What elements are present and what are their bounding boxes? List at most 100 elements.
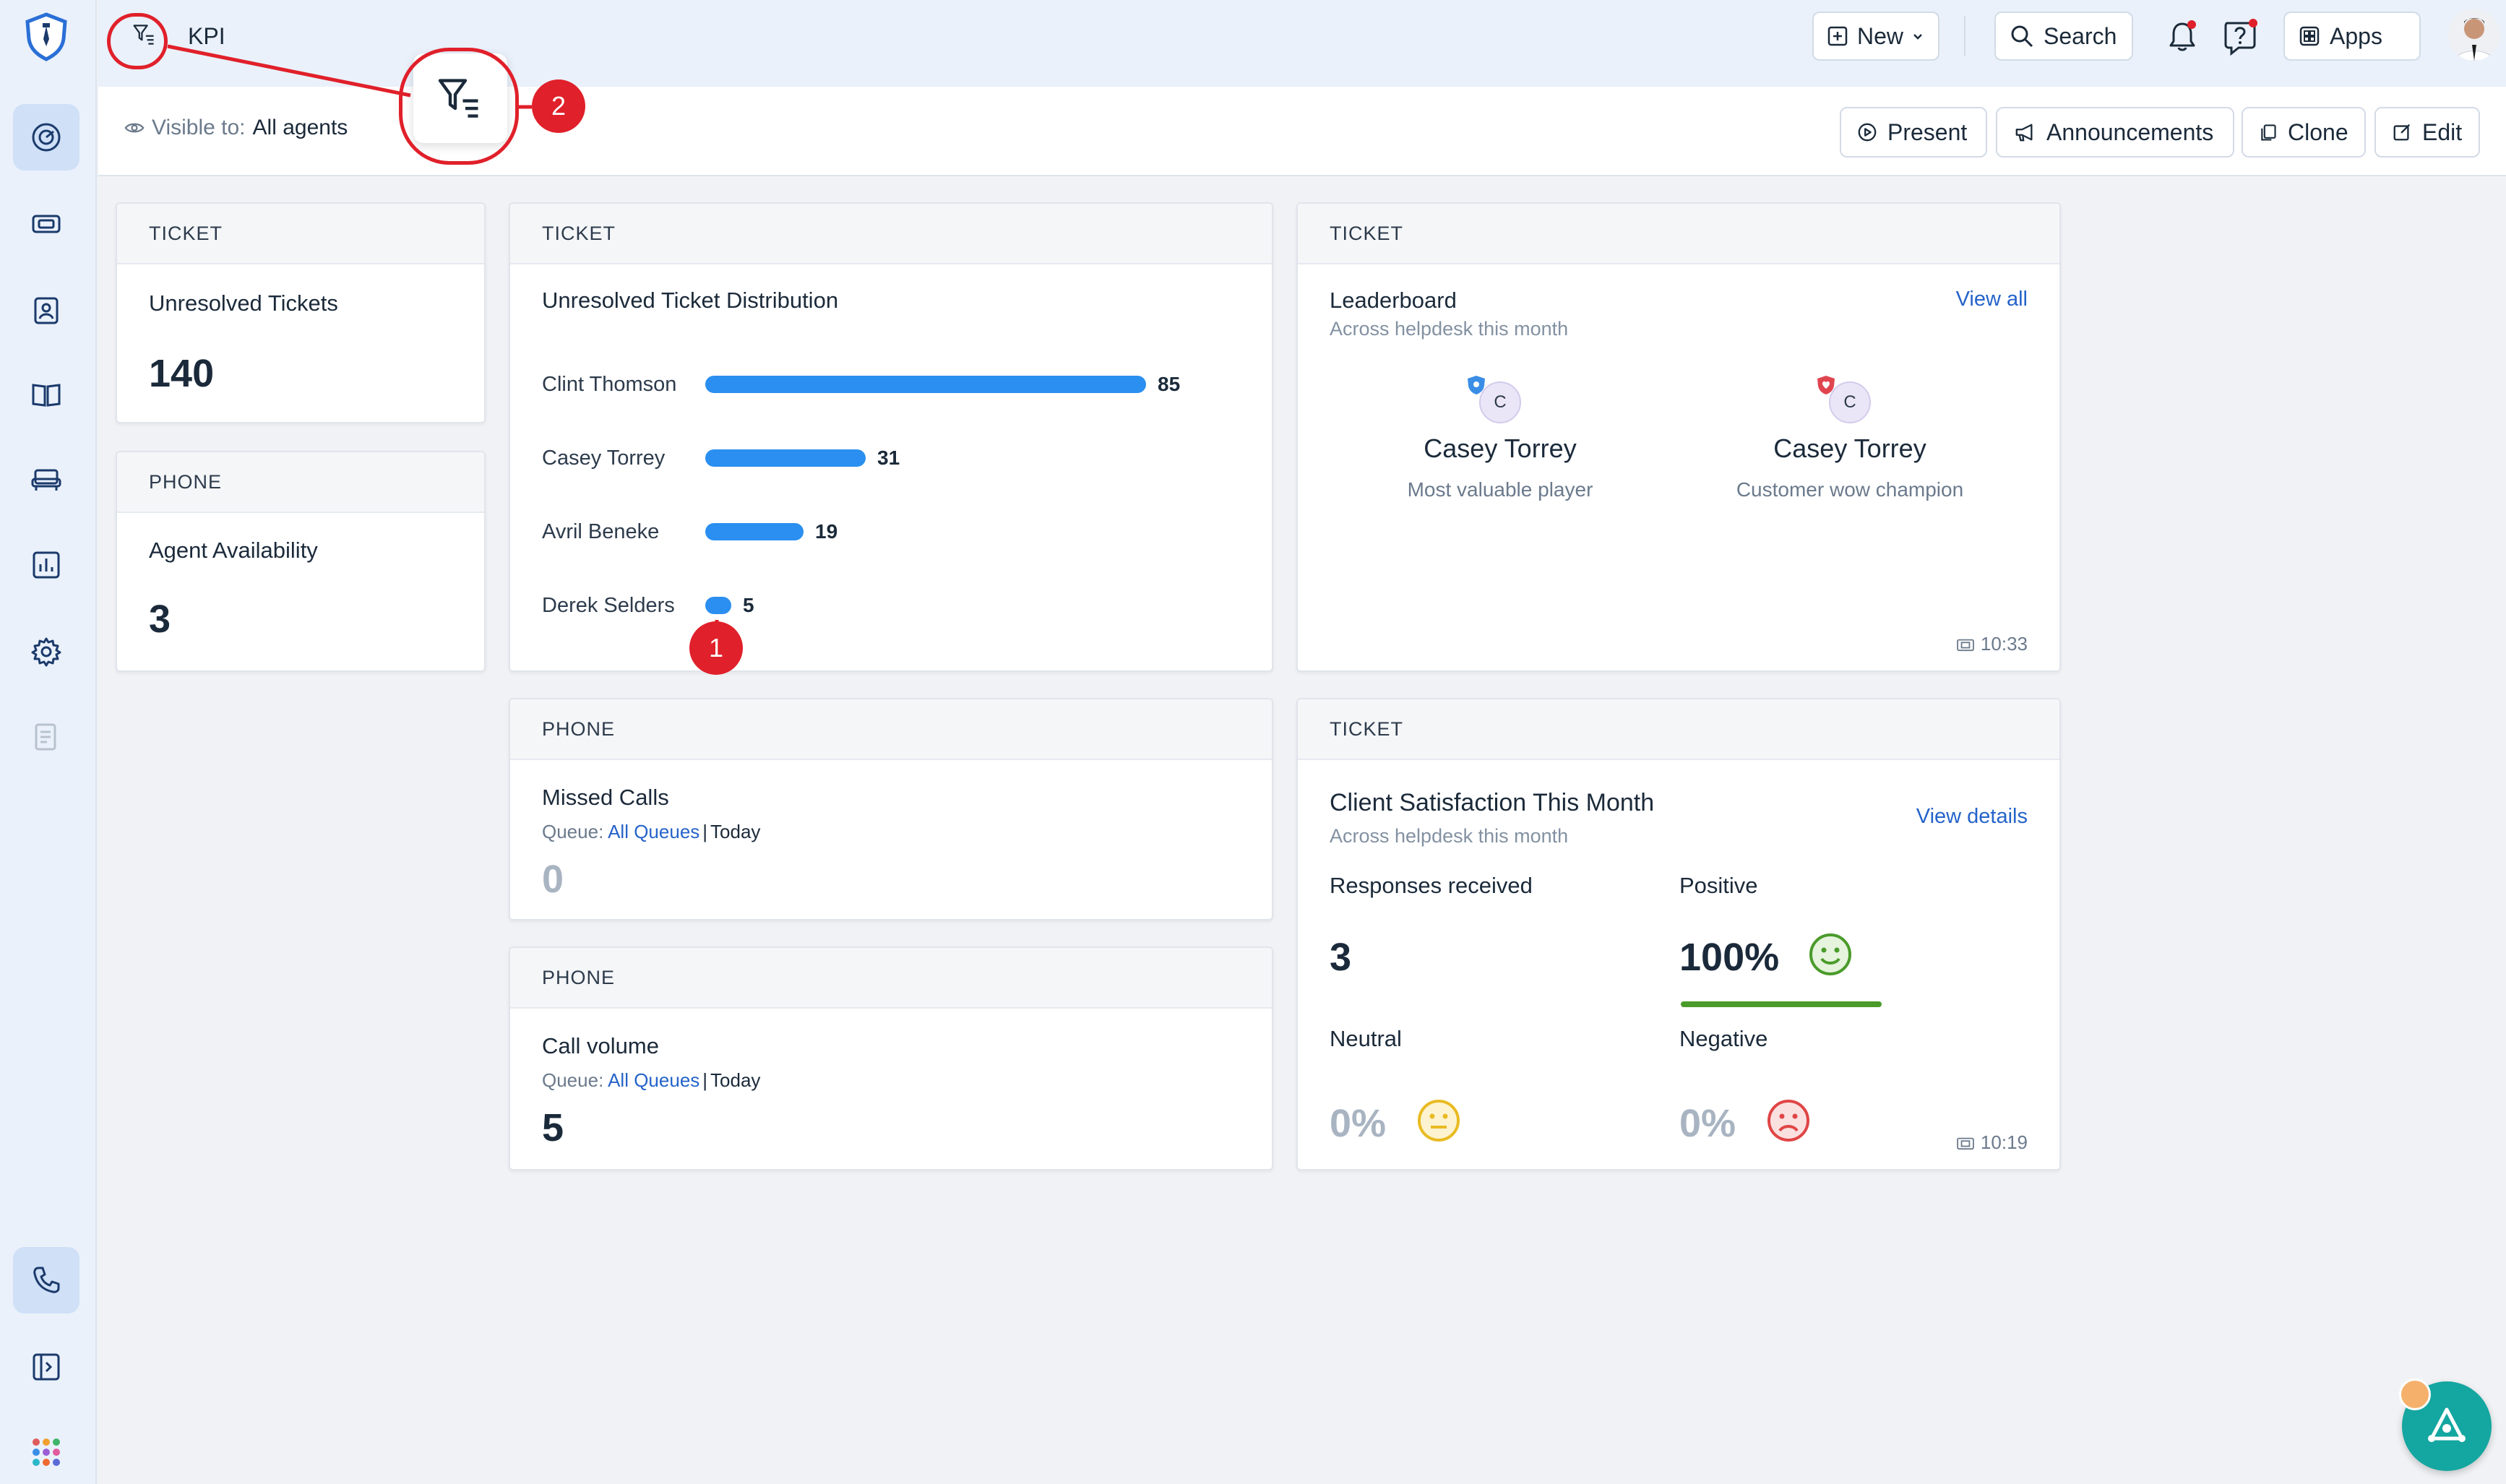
annotation-badge-2: 2 xyxy=(532,79,585,133)
neutral-label: Neutral xyxy=(1330,1026,1402,1051)
widget-subtitle: Across helpdesk this month xyxy=(1330,825,1569,847)
plus-square-icon xyxy=(1827,26,1848,46)
widget-title: Agent Availability xyxy=(149,538,318,563)
visibility-value: All agents xyxy=(252,116,348,139)
agent-name: Derek Selders xyxy=(542,593,675,617)
sidebar xyxy=(0,0,97,1484)
app-logo-icon[interactable] xyxy=(20,10,72,62)
distribution-row[interactable]: Derek Selders 5 xyxy=(542,591,754,620)
sidebar-expand-button[interactable] xyxy=(13,1334,79,1400)
queue-filter: Queue: All Queues | Today xyxy=(542,1069,760,1092)
distribution-row[interactable]: Clint Thomson 85 xyxy=(542,370,1180,399)
edit-icon xyxy=(2393,124,2411,141)
network-icon xyxy=(2428,1407,2466,1442)
distribution-bar[interactable] xyxy=(705,449,866,467)
book-icon xyxy=(32,384,61,407)
bar-value: 5 xyxy=(743,594,754,616)
megaphone-icon xyxy=(2015,124,2033,142)
view-details-link[interactable]: View details xyxy=(1916,805,2028,828)
leaderboard-person[interactable]: C Casey Torrey Customer wow champion xyxy=(1698,376,2002,501)
sidebar-item-assets[interactable] xyxy=(13,447,79,513)
negative-value: 0% xyxy=(1679,1102,1736,1145)
apps-button-label: Apps xyxy=(2330,22,2382,49)
sidebar-item-notes[interactable] xyxy=(13,704,79,770)
positive-value: 100% xyxy=(1679,936,1780,979)
widget-value: 140 xyxy=(149,352,215,395)
help-icon xyxy=(2224,19,2257,56)
distribution-row[interactable]: Avril Beneke 19 xyxy=(542,517,838,546)
widget-category: TICKET xyxy=(510,204,1272,264)
widget-category: TICKET xyxy=(117,204,484,264)
negative-label: Negative xyxy=(1679,1026,1768,1051)
queue-filter: Queue: All Queues | Today xyxy=(542,821,760,843)
copy-icon xyxy=(2261,124,2276,141)
app-switcher-button[interactable] xyxy=(13,1419,79,1484)
announcements-button-label: Announcements xyxy=(2046,118,2214,145)
new-button-label: New xyxy=(1857,22,1904,49)
distribution-bar[interactable] xyxy=(705,523,804,540)
widget-unresolved-tickets[interactable]: TICKET Unresolved Tickets 140 xyxy=(116,202,486,423)
search-icon xyxy=(2011,25,2033,48)
bar-value: 19 xyxy=(815,520,838,543)
present-button-label: Present xyxy=(1887,118,1968,145)
apps-icon xyxy=(2299,26,2320,46)
notes-icon xyxy=(35,723,56,751)
ticket-icon xyxy=(32,215,61,233)
widget-agent-availability[interactable]: PHONE Agent Availability 3 xyxy=(116,451,486,672)
widget-missed-calls[interactable]: PHONE Missed Calls Queue: All Queues | Tod… xyxy=(509,698,1273,920)
widget-ticket-distribution[interactable]: TICKET Unresolved Ticket Distribution Cl… xyxy=(509,202,1273,672)
neutral-value: 0% xyxy=(1330,1102,1387,1145)
distribution-bar[interactable] xyxy=(705,376,1146,393)
sidebar-item-tickets[interactable] xyxy=(13,191,79,257)
widget-title: Unresolved Ticket Distribution xyxy=(542,288,839,313)
sidebar-item-reports[interactable] xyxy=(13,532,79,598)
annotation-zoom-ring xyxy=(399,48,519,165)
apps-button[interactable]: Apps xyxy=(2283,12,2421,61)
clone-button[interactable]: Clone xyxy=(2242,107,2366,158)
chevron-down-icon xyxy=(1913,34,1922,40)
person-role: Customer wow champion xyxy=(1736,478,1964,501)
widget-client-satisfaction[interactable]: TICKET Client Satisfaction This Month Ac… xyxy=(1296,698,2061,1170)
queue-value-link[interactable]: All Queues xyxy=(608,1069,700,1091)
present-button[interactable]: Present xyxy=(1840,107,1987,158)
sidebar-item-knowledge-base[interactable] xyxy=(13,361,79,428)
last-updated-time: 10:19 xyxy=(1980,1131,2028,1153)
sad-face-icon xyxy=(1767,1100,1809,1142)
distribution-bar[interactable] xyxy=(705,597,731,614)
user-avatar[interactable] xyxy=(2448,9,2500,61)
sidebar-item-phone[interactable] xyxy=(13,1247,79,1313)
sidebar-item-dashboard[interactable] xyxy=(13,104,79,171)
widget-value: 3 xyxy=(149,598,171,641)
widget-category: PHONE xyxy=(117,452,484,513)
period-label: Today xyxy=(710,821,761,842)
analytics-icon xyxy=(33,551,60,579)
view-all-link[interactable]: View all xyxy=(1955,288,2028,311)
queue-label: Queue: xyxy=(542,1069,604,1091)
annotation-highlight-ring xyxy=(107,13,168,69)
help-button[interactable] xyxy=(2214,10,2266,62)
widget-subtitle: Across helpdesk this month xyxy=(1330,318,1569,340)
gear-icon xyxy=(31,637,61,667)
edit-button[interactable]: Edit xyxy=(2374,107,2480,158)
distribution-row[interactable]: Casey Torrey 31 xyxy=(542,444,900,473)
expand-panel-icon xyxy=(33,1353,60,1381)
avatar: C xyxy=(1468,376,1521,423)
sidebar-item-contacts[interactable] xyxy=(13,277,79,344)
person-role: Most valuable player xyxy=(1407,478,1593,501)
announcements-button[interactable]: Announcements xyxy=(1996,107,2234,158)
queue-value-link[interactable]: All Queues xyxy=(608,821,700,842)
person-name: Casey Torrey xyxy=(1424,433,1577,463)
clone-button-label: Clone xyxy=(2288,118,2348,145)
widget-call-volume[interactable]: PHONE Call volume Queue: All Queues | Toda… xyxy=(509,946,1273,1170)
widget-title: Unresolved Tickets xyxy=(149,290,338,316)
widget-leaderboard[interactable]: TICKET Leaderboard Across helpdesk this … xyxy=(1296,202,2061,672)
leaderboard-person[interactable]: C Casey Torrey Most valuable player xyxy=(1348,376,1652,501)
sidebar-item-settings[interactable] xyxy=(13,618,79,685)
grid-dots-icon xyxy=(33,1438,60,1466)
smile-face-icon xyxy=(1809,933,1851,975)
positive-label: Positive xyxy=(1679,873,1758,898)
notifications-button[interactable] xyxy=(2156,10,2208,62)
new-button[interactable]: New xyxy=(1812,12,1939,61)
bar-value: 31 xyxy=(877,447,900,469)
search-button[interactable]: Search xyxy=(1994,12,2133,61)
